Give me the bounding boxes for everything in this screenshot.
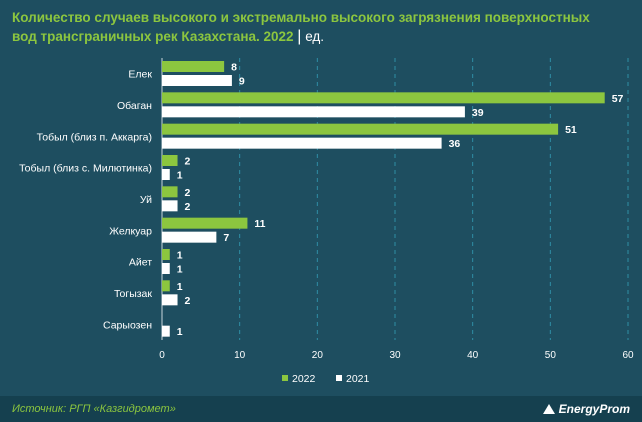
bar-chart: 0 10 20 30 40 50 60 Елек 89 Обаган 57 39 Тобыл (близ…	[19, 58, 634, 385]
category-label: Елек	[128, 69, 152, 81]
chart-title: Количество случаев высокого и экстремаль…	[12, 8, 612, 46]
title-unit: ед.	[305, 29, 325, 44]
brand-logo: EnergyProm	[542, 402, 630, 416]
data-label: 9	[239, 76, 245, 88]
x-tick-label: 30	[389, 350, 401, 361]
data-label: 2	[185, 201, 191, 213]
bar-2022	[162, 61, 225, 72]
bar-2021	[162, 263, 170, 274]
bar-2021	[162, 231, 217, 243]
category-label: Сарыозен	[103, 319, 152, 331]
data-label: 1	[177, 326, 183, 338]
bar-2021	[162, 200, 178, 212]
bar-2021	[162, 169, 170, 180]
x-tick-label: 10	[234, 350, 246, 361]
legend-label: 2021	[346, 373, 370, 385]
bar-2021	[162, 325, 170, 337]
category-label: Тогызак	[114, 288, 152, 300]
data-label: 7	[223, 232, 229, 244]
title-separator: |	[297, 28, 302, 45]
bar-2021	[162, 137, 442, 149]
category-label: Тобыл (близ п. Аккарга)	[37, 131, 152, 143]
x-tick-label: 0	[159, 350, 165, 361]
category-label: Желкуар	[109, 225, 152, 237]
source-text: Источник: РГП «Казгидромет»	[12, 403, 176, 415]
bar-2022	[162, 92, 605, 104]
x-tick-label: 50	[545, 350, 557, 361]
bar-2022	[162, 155, 178, 166]
bar-2022	[162, 217, 248, 229]
data-label: 2	[185, 295, 191, 307]
legend-swatch-2022	[282, 375, 288, 381]
x-tick-label: 40	[467, 350, 479, 361]
x-tick-label: 20	[312, 350, 324, 361]
data-label: 8	[231, 62, 237, 74]
category-label: Обаган	[117, 100, 152, 112]
x-tick-label: 60	[622, 350, 634, 361]
data-label: 11	[254, 218, 265, 230]
title-text: Количество случаев высокого и экстремаль…	[12, 10, 590, 44]
energyprom-logo-icon	[542, 404, 555, 414]
data-label: 2	[185, 156, 191, 168]
category-label: Айет	[129, 257, 152, 269]
bar-2022	[162, 249, 170, 260]
data-label: 1	[177, 250, 183, 262]
category-label: Уй	[140, 194, 152, 206]
brand-name: EnergyProm	[558, 402, 630, 416]
data-label: 1	[177, 281, 183, 293]
data-label: 2	[185, 187, 191, 199]
data-label: 57	[612, 93, 624, 105]
footer: Источник: РГП «Казгидромет» EnergyProm	[0, 396, 642, 422]
data-label: 36	[449, 138, 461, 150]
bar-2022	[162, 186, 178, 198]
data-label: 1	[177, 170, 183, 182]
category-label: Тобыл (близ с. Милютинка)	[19, 163, 152, 175]
bar-2022	[162, 123, 559, 135]
data-label: 1	[177, 264, 183, 276]
legend-swatch-2021	[336, 375, 342, 381]
bar-2021	[162, 106, 465, 118]
data-label: 39	[472, 107, 484, 119]
legend-label: 2022	[292, 373, 316, 385]
bar-2021	[162, 75, 232, 86]
data-label: 51	[565, 124, 577, 136]
bar-2021	[162, 294, 178, 306]
bar-2022	[162, 280, 170, 292]
